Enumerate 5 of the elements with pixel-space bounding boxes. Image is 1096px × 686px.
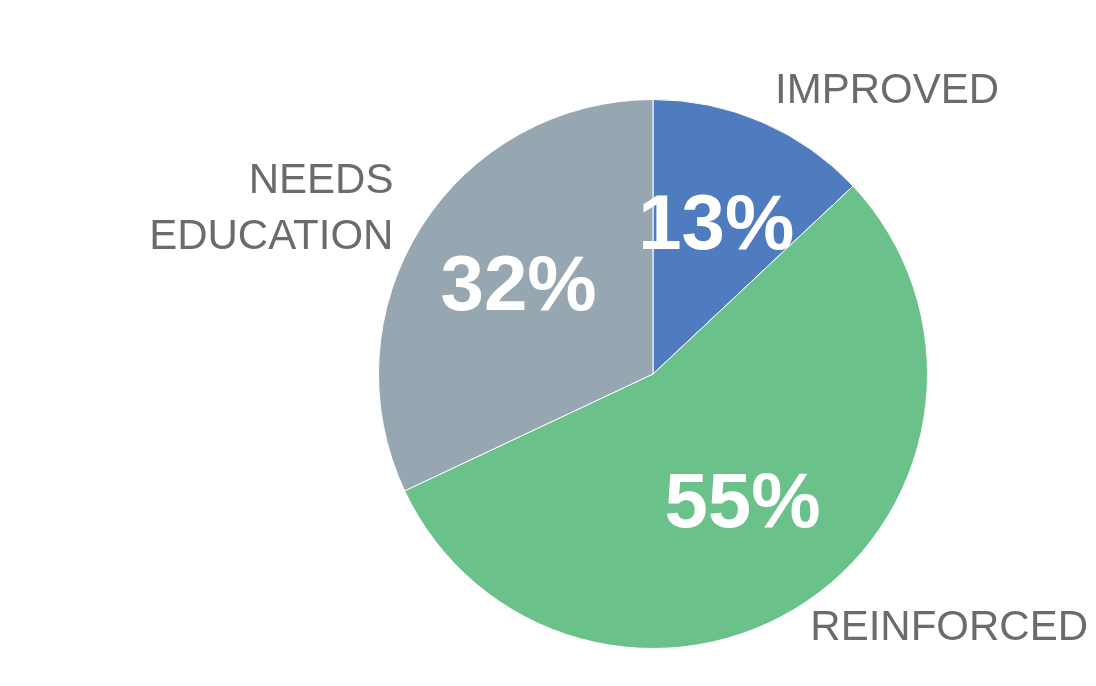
data-label: 55% — [664, 456, 821, 545]
data-label: 32% — [440, 239, 597, 328]
slice-label: NEEDS EDUCATION — [149, 154, 394, 258]
slice-label: REINFORCED — [810, 601, 1089, 649]
slice-label: IMPROVED — [775, 65, 1000, 113]
